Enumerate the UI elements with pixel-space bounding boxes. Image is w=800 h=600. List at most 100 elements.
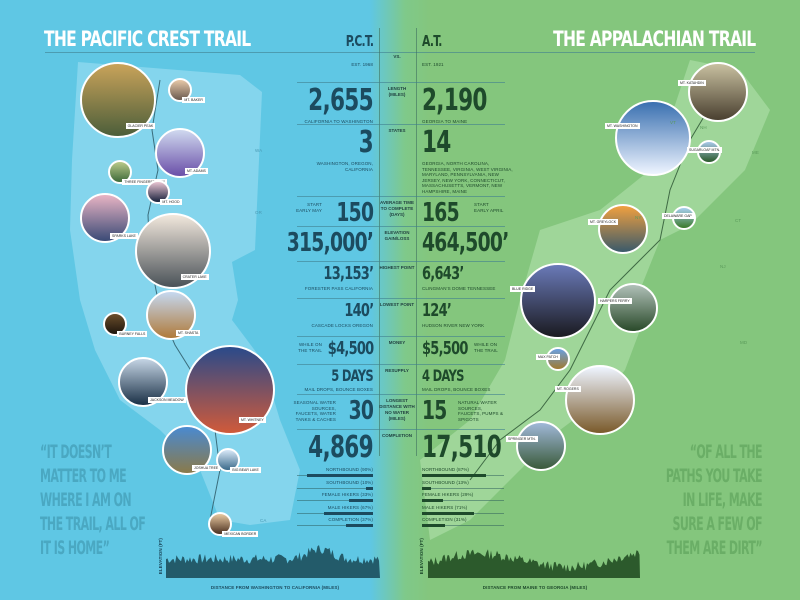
pct-title: THE PACIFIC CREST TRAIL — [44, 27, 251, 51]
pct-states-value: 3 — [358, 125, 374, 160]
row-label-elev: ELEVATION GAIN/LOSS — [384, 230, 410, 241]
at-photo — [516, 421, 566, 471]
at-time-value: 165 — [422, 198, 460, 228]
pct-bar-label: SOUTHBOUND (10%) — [326, 479, 373, 485]
pct-water-value: 30 — [348, 396, 373, 426]
pct-bar-label: NORTHBOUND (90%) — [325, 467, 373, 472]
pct-photo-label: CRATER LAKE — [180, 273, 209, 280]
state-label: NH — [700, 125, 707, 130]
state-label: MD — [740, 340, 748, 345]
pct-bar-label: FEMALE HIKERS (33%) — [321, 492, 373, 497]
at-bar — [422, 524, 445, 527]
at-bar-label: MALE HIKERS (71%) — [422, 504, 468, 510]
pct-photo-label: JOSHUA TREE — [192, 465, 221, 471]
state-label: CT — [735, 218, 742, 223]
pct-states-sub: WASHINGTON, OREGON, CALIFORNIA — [316, 161, 373, 172]
row-label-high: HIGHEST POINT — [379, 265, 415, 270]
at-photo — [688, 62, 748, 122]
pct-elev-value: 315,000’ — [286, 228, 373, 258]
row-label-time: AVERAGE TIME TO COMPLETE (DAYS) — [380, 200, 414, 217]
row-label-resupply: RESUPPLY — [385, 368, 409, 373]
at-photo — [608, 283, 658, 333]
pct-length-value: 2,655 — [308, 83, 373, 118]
at-photo-label: DELAWARE GAP — [662, 213, 694, 220]
at-resupply-sub: MAIL DROPS, BOUNCE BOXES — [422, 387, 491, 392]
row-label-water: LONGEST DISTANCE WITH NO WATER (MILES) — [379, 398, 415, 421]
pct-completion-value: 4,869 — [308, 430, 373, 465]
pct-photo-label: MT. ADAMS — [185, 168, 208, 174]
at-bar — [422, 511, 474, 515]
at-photo-label: BLUE RIDGE — [510, 285, 536, 292]
pct-quote: “IT DOESN’T MATTER TO ME WHERE I AM ON T… — [40, 441, 146, 559]
at-bar-label: SOUTHBOUND (13%) — [422, 479, 469, 485]
pct-low-value: 140’ — [343, 300, 374, 321]
pct-bar-label: COMPLETION (37%) — [328, 517, 373, 522]
at-low-sub: HUDSON RIVER NEW YORK — [422, 323, 485, 328]
state-label: ME — [752, 150, 759, 155]
at-photo-label: MT. ROGERS — [555, 386, 581, 392]
pct-low-sub: CASCADE LOCKS OREGON — [311, 323, 373, 328]
row-label-states: STATES — [388, 128, 406, 133]
at-photo-label: HARPERS FERRY — [598, 298, 632, 304]
state-label: OR — [255, 210, 262, 215]
at-states-value: 14 — [422, 125, 451, 160]
at-water-note: NATURAL WATER SOURCES, FAUCETS, PUMPS & … — [458, 400, 504, 422]
vs-label: VS. — [393, 54, 401, 59]
at-length-value: 2,190 — [422, 83, 487, 118]
pct-photo-label: GLACIER PEAK — [125, 122, 156, 129]
at-elev-value: 464,500’ — [422, 228, 509, 258]
elevation-profiles — [166, 545, 640, 578]
pct-money-value: $4,500 — [327, 338, 373, 359]
at-photo — [598, 204, 648, 254]
row-label-low: LOWEST POINT — [379, 302, 415, 307]
at-money-value: $5,500 — [422, 338, 468, 359]
pct-abbr: P.C.T. — [345, 32, 373, 50]
at-high-value: 6,643’ — [422, 263, 464, 284]
pct-elevation-area — [166, 545, 380, 578]
at-bar-label: FEMALE HIKERS (29%) — [422, 492, 474, 497]
pct-est: EST. 1968 — [351, 62, 373, 67]
at-states-sub: GEORGIA, NORTH CAROLINA, TENNESSEE, VIRG… — [422, 161, 513, 194]
at-bar — [422, 474, 486, 477]
pct-bar — [348, 499, 373, 502]
at-length-sub: GEORGIA TO MAINE — [422, 119, 468, 124]
pct-photo-label: JACKSON MEADOW — [148, 397, 186, 403]
at-photo-label: MT. WASHINGTON — [605, 122, 640, 129]
pct-photo-label: THREE FINGERED JACK — [122, 179, 168, 186]
at-photo-label: SPRINGER MTN. — [506, 436, 538, 442]
pct-photo-label: MT. SHASTA — [176, 330, 201, 336]
at-photo — [565, 365, 635, 435]
at-abbr: A.T. — [422, 32, 442, 50]
at-photo-label: SUGARLOAF MTN. — [687, 147, 723, 154]
pct-photo-label: MEXICAN BORDER — [222, 531, 259, 538]
at-bar-label: COMPLETION (31%) — [422, 517, 467, 522]
state-label: WA — [255, 148, 263, 153]
at-photo-label: MT. KATAHDIN — [678, 80, 706, 86]
at-money-note: WHILE ON THE TRAIL — [474, 342, 498, 353]
at-photo — [615, 100, 691, 176]
pct-high-sub: FORESTER PASS CALIFORNIA — [304, 286, 373, 291]
state-label: NY — [635, 215, 642, 220]
at-bar — [422, 499, 444, 502]
pct-resupply-sub: MAIL DROPS, BOUNCE BOXES — [304, 387, 373, 392]
at-est: EST. 1921 — [422, 62, 444, 67]
at-photo — [520, 263, 596, 339]
pct-bar — [324, 511, 373, 515]
at-bar — [422, 486, 432, 490]
pct-money-note: WHILE ON THE TRAIL — [298, 342, 322, 353]
at-photo-label: MAX PATCH — [536, 354, 560, 361]
at-time-note: START EARLY APRIL — [474, 202, 504, 213]
at-high-sub: CLINGMAN’S DOME TENNESSEE — [422, 286, 496, 291]
pct-photo-label: MT. HOOD — [160, 199, 182, 206]
pct-bar-label: MALE HIKERS (67%) — [327, 504, 373, 510]
row-label-completion: COMPLETION — [382, 433, 412, 438]
row-label-length: LENGTH (MILES) — [387, 86, 407, 97]
pct-resupply-value: 5 DAYS — [331, 366, 373, 385]
at-completion-value: 17,510 — [422, 430, 502, 465]
pct-photo-label: SPARKS LAKE — [110, 233, 138, 239]
pct-photo — [146, 180, 170, 204]
pct-elev-xlabel: DISTANCE FROM WASHINGTON TO CALIFORNIA (… — [210, 585, 340, 590]
pct-high-value: 13,153’ — [323, 263, 374, 284]
pct-photo-label: MT. BAKER — [182, 97, 205, 104]
pct-photo-label: BURNEY FALLS — [117, 331, 148, 338]
